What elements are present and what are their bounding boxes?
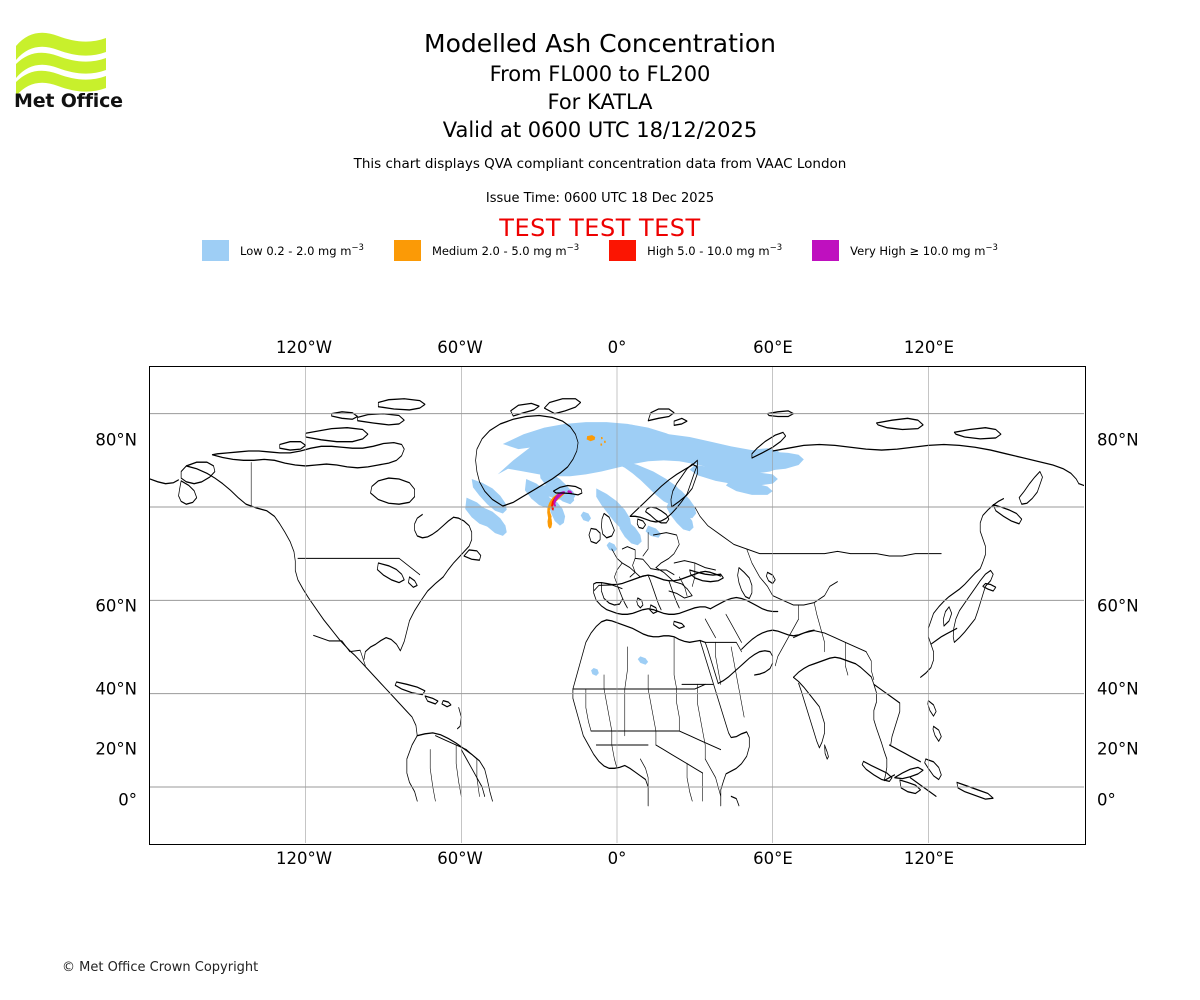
ash-concentration-map[interactable]	[149, 366, 1086, 845]
copyright-notice: © Met Office Crown Copyright	[62, 960, 259, 975]
legend-swatch-low	[202, 240, 230, 261]
volcano-name: For KATLA	[547, 90, 653, 114]
lon-tick-top-60w: 60°W	[437, 338, 483, 357]
legend-swatch-very-high	[812, 240, 840, 261]
legend-item-medium: Medium 2.0 - 5.0 mg m−3	[393, 240, 580, 261]
lon-tick-bottom-60e: 60°E	[753, 849, 793, 868]
lon-tick-bottom-60w: 60°W	[437, 849, 483, 868]
met-office-wordmark: Met Office	[14, 90, 123, 112]
legend-label-very-high: Very High ≥ 10.0 mg m−3	[850, 243, 998, 258]
page-title: Modelled Ash Concentration	[424, 29, 776, 58]
legend-item-very-high: Very High ≥ 10.0 mg m−3	[812, 240, 998, 261]
lon-tick-top-120w: 120°W	[275, 338, 333, 357]
lat-tick-left-40n: 40°N	[95, 679, 137, 699]
chart-title-block: Modelled Ash Concentration From FL000 to…	[0, 28, 1200, 144]
legend-swatch-medium	[393, 240, 421, 261]
coastlines	[150, 398, 1084, 807]
legend-swatch-high	[609, 240, 637, 261]
lon-tick-bottom-0: 0°	[607, 849, 627, 868]
lat-tick-left-80n: 80°N	[95, 430, 137, 450]
lon-tick-bottom-120e: 120°E	[903, 849, 955, 868]
lat-tick-right-20n: 20°N	[1097, 739, 1139, 759]
lat-tick-right-60n: 60°N	[1097, 596, 1139, 616]
legend-label-medium: Medium 2.0 - 5.0 mg m−3	[431, 243, 580, 258]
valid-time: Valid at 0600 UTC 18/12/2025	[442, 118, 758, 142]
lat-tick-right-0: 0°	[1097, 790, 1116, 810]
legend-item-low: Low 0.2 - 2.0 mg m−3	[202, 240, 364, 261]
legend-label-high: High 5.0 - 10.0 mg m−3	[647, 243, 783, 258]
lon-tick-top-0: 0°	[607, 338, 627, 357]
met-office-logo	[14, 28, 124, 118]
chart-subtitle: This chart displays QVA compliant concen…	[353, 156, 847, 172]
lon-tick-top-120e: 120°E	[903, 338, 955, 357]
concentration-legend: Low 0.2 - 2.0 mg m−3 Medium 2.0 - 5.0 mg…	[0, 240, 1200, 261]
legend-label-low: Low 0.2 - 2.0 mg m−3	[240, 243, 364, 258]
met-office-logo-waves	[16, 32, 106, 96]
map-gridlines	[150, 367, 1084, 843]
flight-level-range: From FL000 to FL200	[489, 62, 711, 86]
test-banner: TEST TEST TEST	[499, 214, 701, 242]
map-frame	[149, 366, 1086, 845]
lat-tick-left-0: 0°	[118, 790, 137, 810]
lat-tick-right-80n: 80°N	[1097, 430, 1139, 450]
issue-time: Issue Time: 0600 UTC 18 Dec 2025	[485, 191, 715, 206]
lat-tick-left-60n: 60°N	[95, 596, 137, 616]
lon-tick-top-60e: 60°E	[753, 338, 793, 357]
map-canvas	[150, 367, 1084, 843]
lon-tick-bottom-120w: 120°W	[275, 849, 333, 868]
ash-layer-low	[465, 422, 804, 676]
lat-tick-left-20n: 20°N	[95, 739, 137, 759]
legend-item-high: High 5.0 - 10.0 mg m−3	[609, 240, 782, 261]
lat-tick-right-40n: 40°N	[1097, 679, 1139, 699]
